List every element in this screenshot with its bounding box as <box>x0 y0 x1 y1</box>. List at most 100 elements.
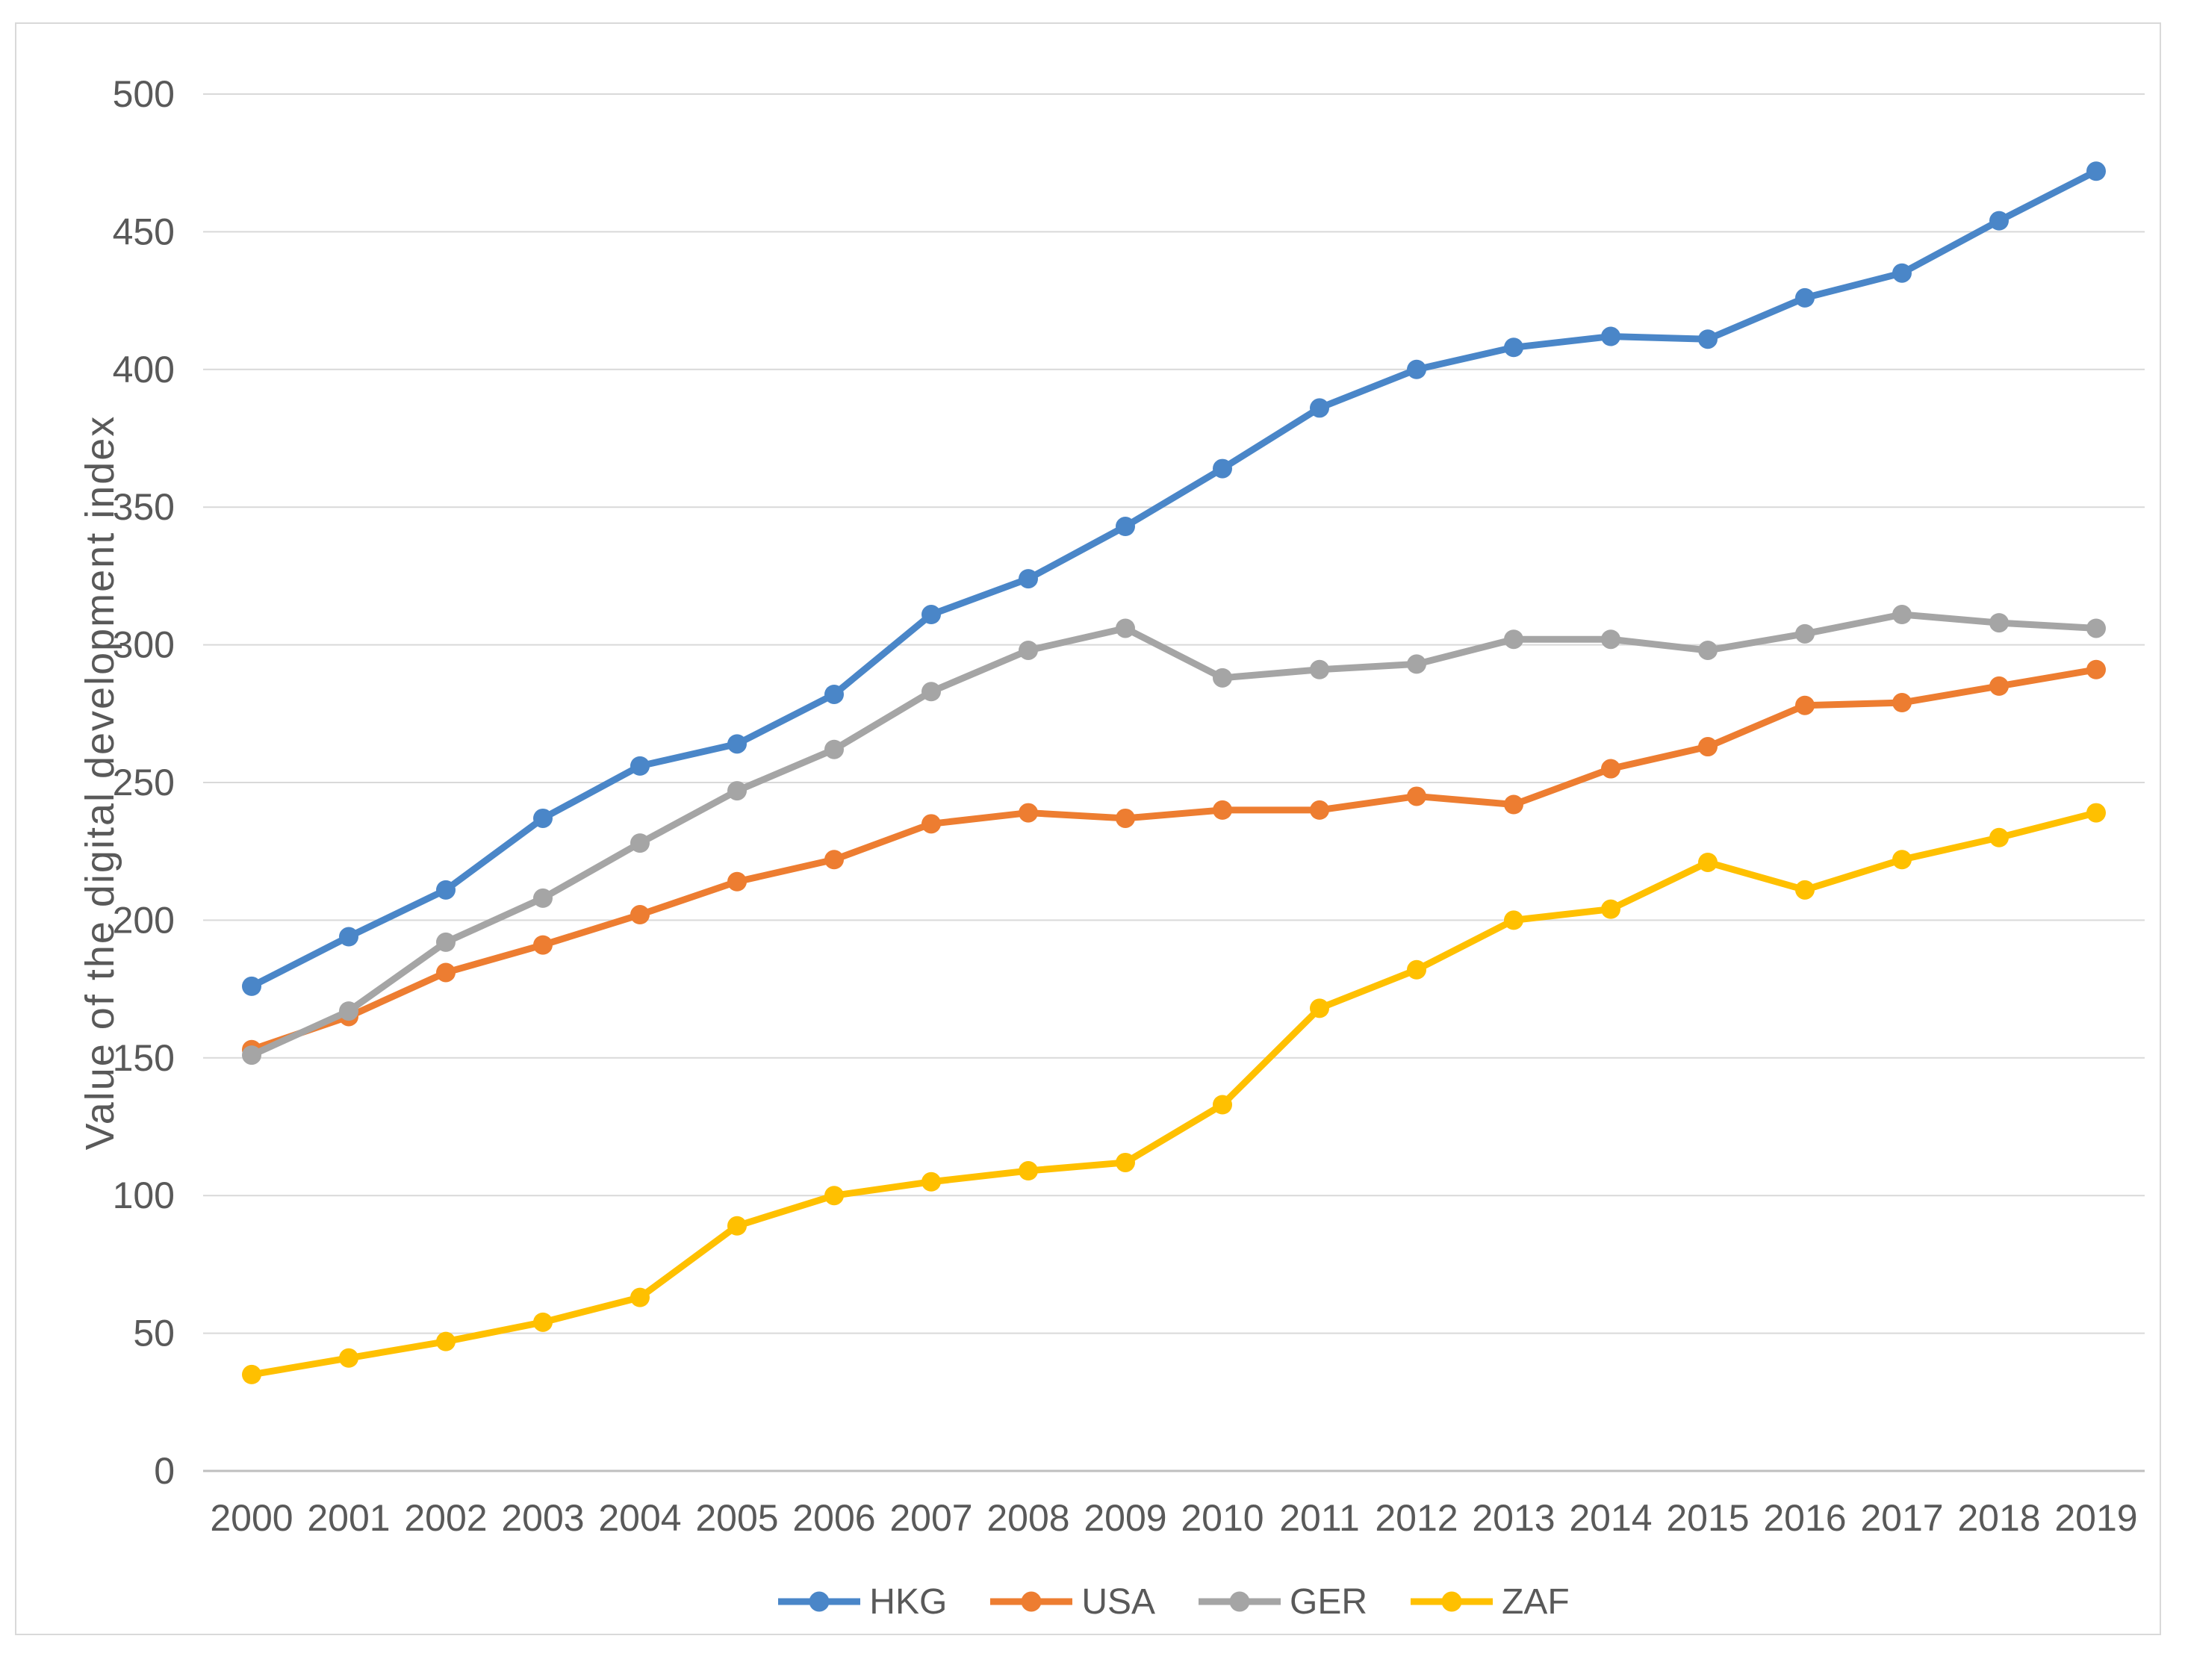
data-point-zaf-2010 <box>1213 1095 1232 1115</box>
data-point-ger-2010 <box>1213 668 1232 688</box>
series-line-ger <box>248 611 2100 1059</box>
data-point-hkg-2008 <box>1019 569 1038 589</box>
data-point-usa-2017 <box>1892 693 1912 713</box>
x-tick-label: 2010 <box>1181 1497 1264 1539</box>
data-point-zaf-2013 <box>1504 910 1523 930</box>
data-point-zaf-2009 <box>1116 1152 1135 1172</box>
data-point-hkg-2016 <box>1795 287 1815 308</box>
data-point-hkg-2013 <box>1504 337 1523 358</box>
legend-label-ger: GER <box>1290 1581 1368 1622</box>
y-tick-label: 300 <box>113 624 175 666</box>
data-point-usa-2014 <box>1601 759 1620 779</box>
legend-item-hkg: HKG <box>778 1581 947 1623</box>
data-point-usa-2010 <box>1213 800 1232 820</box>
series-line-usa <box>248 666 2100 1054</box>
data-point-zaf-2001 <box>339 1348 358 1368</box>
x-tick-label: 2006 <box>792 1497 875 1539</box>
data-point-usa-2019 <box>2086 659 2106 679</box>
y-tick-label: 350 <box>113 486 175 528</box>
data-point-hkg-2001 <box>339 927 358 947</box>
data-point-ger-2011 <box>1310 659 1329 679</box>
data-point-ger-2014 <box>1601 629 1620 650</box>
data-point-zaf-2006 <box>824 1186 844 1206</box>
legend-marker-ger <box>1199 1591 1281 1612</box>
data-point-zaf-2002 <box>436 1331 456 1351</box>
legend-label-hkg: HKG <box>869 1581 948 1622</box>
x-tick-label: 2016 <box>1763 1497 1846 1539</box>
legend-label-usa: USA <box>1081 1581 1156 1622</box>
data-point-hkg-2012 <box>1407 359 1426 379</box>
data-point-ger-2013 <box>1504 629 1523 650</box>
data-point-ger-2001 <box>339 1001 358 1021</box>
x-tick-label: 2005 <box>695 1497 778 1539</box>
data-point-hkg-2009 <box>1116 517 1135 537</box>
x-tick-label: 2015 <box>1666 1497 1749 1539</box>
data-point-ger-2007 <box>921 682 941 702</box>
x-tick-label: 2007 <box>889 1497 972 1539</box>
x-tick-label: 2017 <box>1860 1497 1943 1539</box>
data-point-hkg-2018 <box>1989 211 2009 231</box>
series-line-zaf <box>248 809 2100 1378</box>
data-point-zaf-2011 <box>1310 998 1329 1018</box>
data-point-hkg-2005 <box>727 734 747 754</box>
data-point-zaf-2019 <box>2086 803 2106 823</box>
data-point-ger-2008 <box>1019 640 1038 660</box>
data-point-ger-2000 <box>242 1045 261 1065</box>
data-point-hkg-2003 <box>533 808 553 828</box>
chart-border-frame: Value of the digital development index 0… <box>15 22 2161 1635</box>
x-tick-label: 2003 <box>501 1497 584 1539</box>
data-point-hkg-2007 <box>921 605 941 625</box>
y-tick-label: 400 <box>113 349 175 391</box>
y-tick-label: 50 <box>133 1313 175 1354</box>
data-point-usa-2012 <box>1407 786 1426 806</box>
data-point-usa-2005 <box>727 871 747 892</box>
y-tick-label: 200 <box>113 899 175 941</box>
data-point-hkg-2004 <box>630 756 650 776</box>
x-tick-label: 2001 <box>307 1497 390 1539</box>
data-point-zaf-2008 <box>1019 1161 1038 1181</box>
x-tick-label: 2014 <box>1569 1497 1652 1539</box>
x-tick-label: 2019 <box>2054 1497 2137 1539</box>
x-tick-label: 2004 <box>598 1497 681 1539</box>
data-point-zaf-2000 <box>242 1364 261 1384</box>
x-tick-label: 2000 <box>210 1497 293 1539</box>
data-point-hkg-2010 <box>1213 458 1232 479</box>
y-tick-label: 100 <box>113 1175 175 1216</box>
x-tick-label: 2009 <box>1084 1497 1166 1539</box>
data-point-hkg-2000 <box>242 976 261 996</box>
x-tick-label: 2012 <box>1375 1497 1458 1539</box>
data-point-ger-2009 <box>1116 618 1135 638</box>
data-point-hkg-2011 <box>1310 398 1329 418</box>
data-point-zaf-2012 <box>1407 959 1426 980</box>
line-chart-plot: 0 50 100 150 200 250 300 350 400 450 500 2000 2001 20… <box>113 73 2145 1539</box>
data-point-usa-2007 <box>921 814 941 834</box>
legend-marker-hkg <box>778 1591 861 1612</box>
y-tick-label: 500 <box>113 73 175 115</box>
data-point-zaf-2007 <box>921 1172 941 1192</box>
legend-marker-usa <box>990 1591 1073 1612</box>
x-tick-label: 2008 <box>986 1497 1069 1539</box>
y-tick-label: 0 <box>154 1450 175 1492</box>
data-point-ger-2003 <box>533 888 553 908</box>
legend-label-zaf: ZAF <box>1502 1581 1570 1622</box>
data-point-zaf-2005 <box>727 1216 747 1236</box>
data-point-usa-2009 <box>1116 808 1135 828</box>
data-point-ger-2006 <box>824 739 844 759</box>
data-point-usa-2011 <box>1310 800 1329 820</box>
legend-item-ger: GER <box>1199 1581 1367 1623</box>
data-point-usa-2002 <box>436 962 456 983</box>
data-point-ger-2004 <box>630 833 650 853</box>
legend-marker-zaf <box>1411 1591 1494 1612</box>
data-point-zaf-2016 <box>1795 880 1815 900</box>
data-point-ger-2017 <box>1892 605 1912 625</box>
data-point-usa-2003 <box>533 935 553 955</box>
data-point-zaf-2004 <box>630 1287 650 1307</box>
data-point-hkg-2019 <box>2086 161 2106 181</box>
x-tick-label: 2002 <box>404 1497 487 1539</box>
data-point-usa-2013 <box>1504 794 1523 815</box>
y-tick-label: 250 <box>113 762 175 803</box>
data-point-ger-2016 <box>1795 623 1815 644</box>
data-point-usa-2018 <box>1989 676 2009 696</box>
data-point-zaf-2014 <box>1601 899 1620 919</box>
x-tick-label: 2011 <box>1279 1497 1360 1539</box>
